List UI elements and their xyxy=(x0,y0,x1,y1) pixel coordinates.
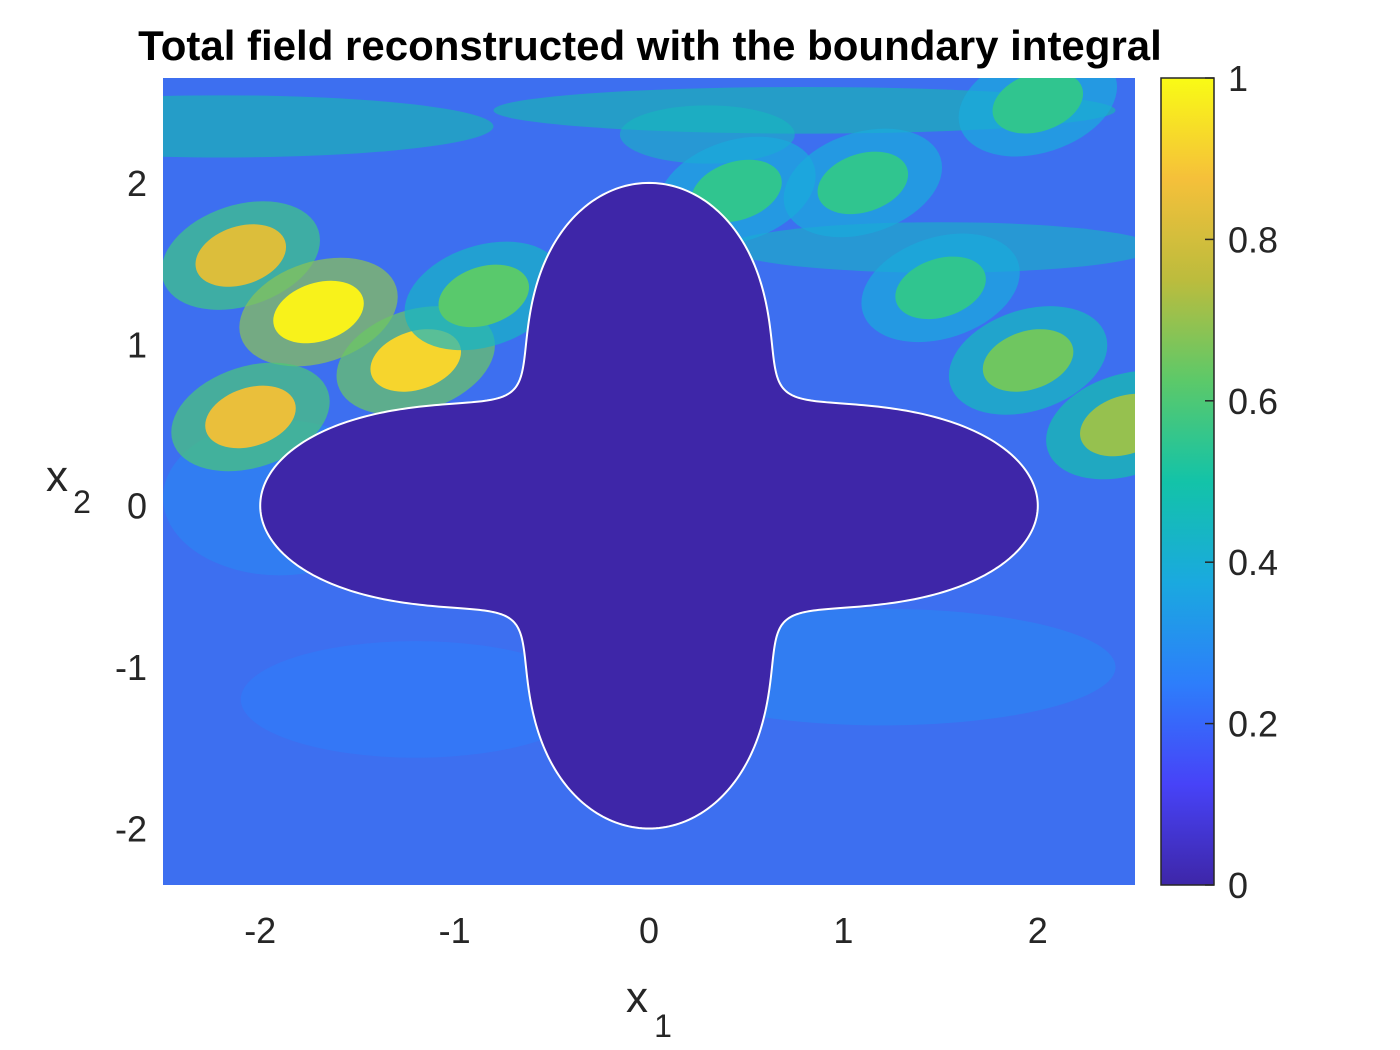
colorbar-tick-label: 0.6 xyxy=(1228,381,1278,422)
y-tick-label: 2 xyxy=(127,163,147,204)
y-tick-label: 1 xyxy=(127,324,147,365)
colorbar-tick-label: 0.2 xyxy=(1228,704,1278,745)
x-tick-label: -2 xyxy=(244,910,276,951)
x-tick-label: 0 xyxy=(639,910,659,951)
field-lobe xyxy=(273,280,364,344)
x-axis: -2 -1 0 1 2 xyxy=(244,910,1048,951)
x-tick-label: 1 xyxy=(833,910,853,951)
field-lobe xyxy=(205,385,296,449)
colorbar-tick-label: 0.8 xyxy=(1228,219,1278,260)
field-lobe xyxy=(982,329,1074,392)
obstacle-shape xyxy=(259,181,1039,830)
colorbar xyxy=(1160,77,1215,886)
y-tick-label: -2 xyxy=(115,809,147,850)
y-axis-label: x 2 xyxy=(46,452,91,520)
field-ripple xyxy=(240,641,591,758)
colorbar-ticks: 0 0.2 0.4 0.6 0.8 1 xyxy=(1205,58,1278,906)
x-axis-label-sub: 1 xyxy=(654,1008,672,1044)
y-axis: -2 -1 0 1 2 xyxy=(115,163,147,850)
x-tick-label: -1 xyxy=(439,910,471,951)
colorbar-tick-label: 0 xyxy=(1228,865,1248,906)
field-ripple xyxy=(163,95,494,158)
field-lobe xyxy=(195,224,287,287)
chart-title: Total field reconstructed with the bound… xyxy=(138,22,1162,69)
y-tick-label: 0 xyxy=(127,486,147,527)
field-lobe xyxy=(438,264,530,328)
field-lobe xyxy=(817,151,909,215)
y-axis-label-main: x xyxy=(46,452,68,501)
x-tick-label: 2 xyxy=(1028,910,1048,951)
colorbar-tick-label: 0.4 xyxy=(1228,542,1278,583)
y-tick-label: -1 xyxy=(115,647,147,688)
y-axis-label-sub: 2 xyxy=(73,484,91,520)
x-axis-label: x 1 xyxy=(626,973,672,1044)
field-lobe xyxy=(992,78,1084,134)
x-axis-label-main: x xyxy=(626,973,648,1022)
colorbar-tick-label: 1 xyxy=(1228,58,1248,99)
field-lobe xyxy=(1080,393,1135,457)
field-lobe xyxy=(895,256,986,320)
